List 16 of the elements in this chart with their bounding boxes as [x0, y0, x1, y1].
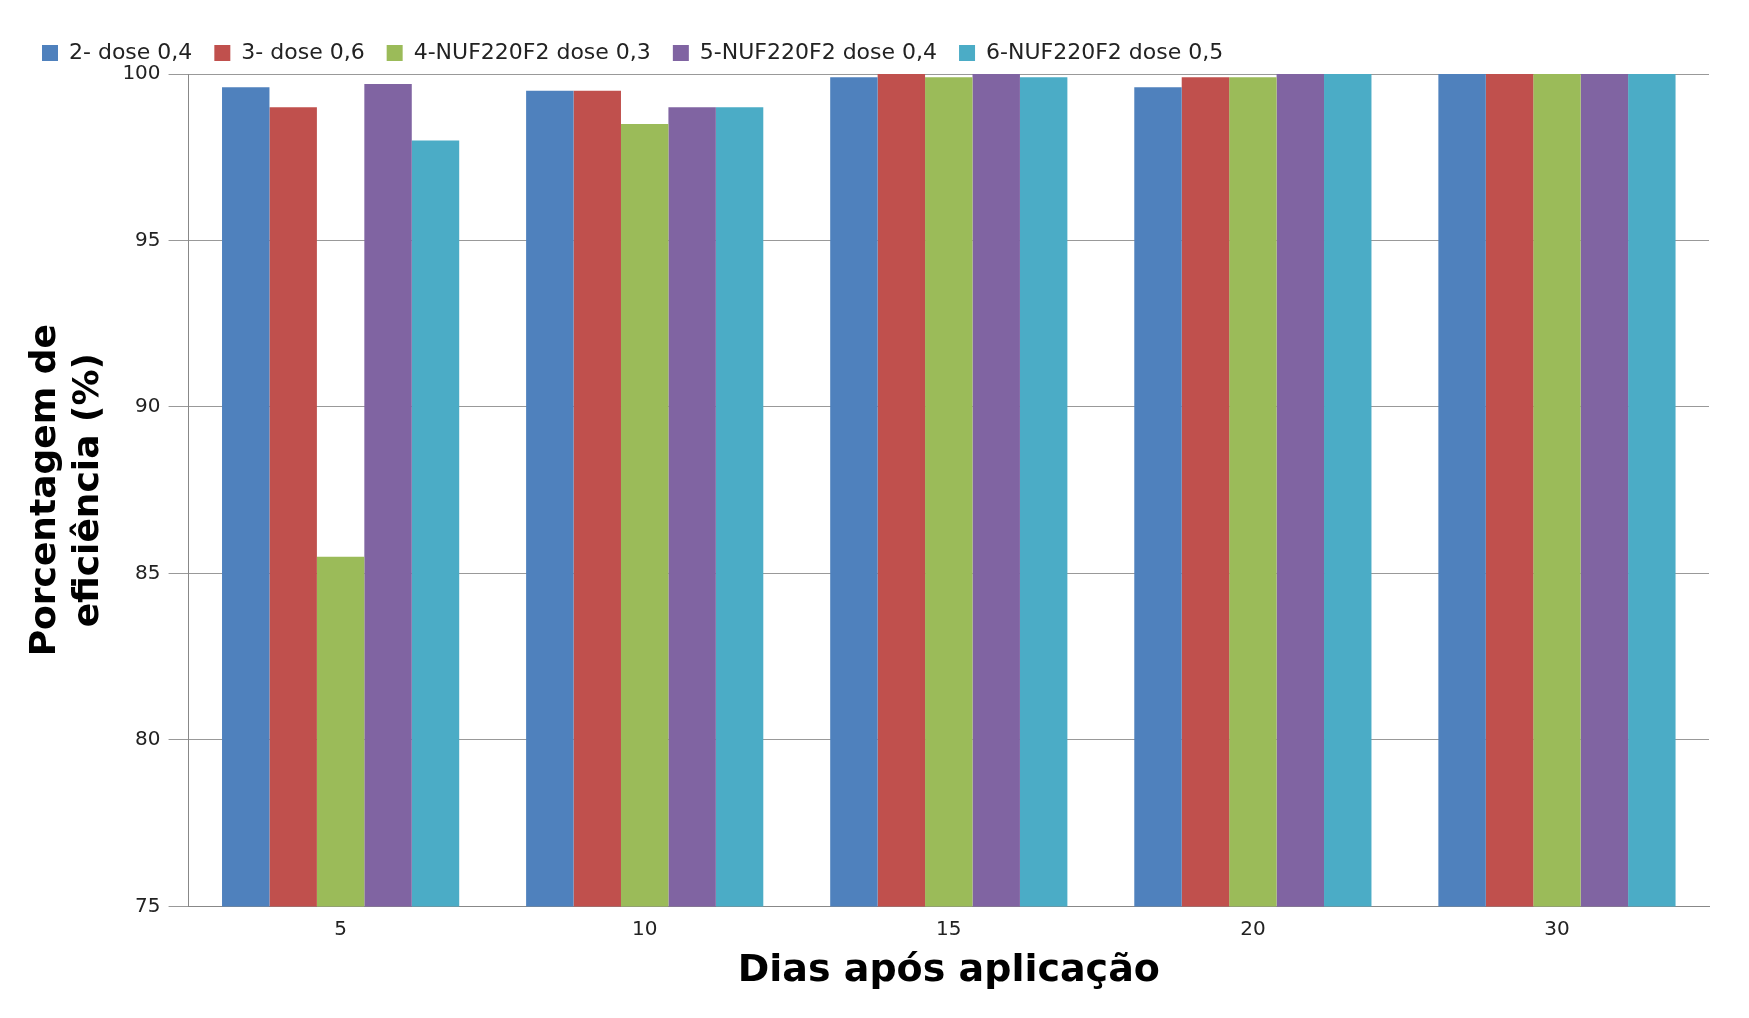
legend-label: 5-NUF220F2 dose 0,4	[699, 38, 938, 64]
y-tick-label: 75	[135, 892, 161, 917]
legend-label: 3- dose 0,6	[241, 38, 365, 64]
x-axis-title: Dias após aplicação	[737, 946, 1160, 991]
x-tick-label: 15	[936, 915, 962, 940]
y-tick-label: 80	[135, 726, 161, 751]
x-tick-label: 30	[1544, 915, 1570, 940]
x-tick-label: 20	[1240, 915, 1266, 940]
legend-label: 6-NUF220F2 dose 0,5	[986, 38, 1224, 64]
legend-label: 4-NUF220F2 dose 0,3	[413, 38, 651, 64]
x-tick-label: 10	[631, 915, 658, 940]
y-tick-label: 95	[135, 226, 161, 251]
y-axis-title: Porcentagem de eficiência (%)	[21, 324, 107, 657]
x-tick-label: 5	[334, 915, 347, 940]
y-tick-label: 90	[135, 393, 161, 418]
y-tick-label: 85	[135, 559, 161, 584]
